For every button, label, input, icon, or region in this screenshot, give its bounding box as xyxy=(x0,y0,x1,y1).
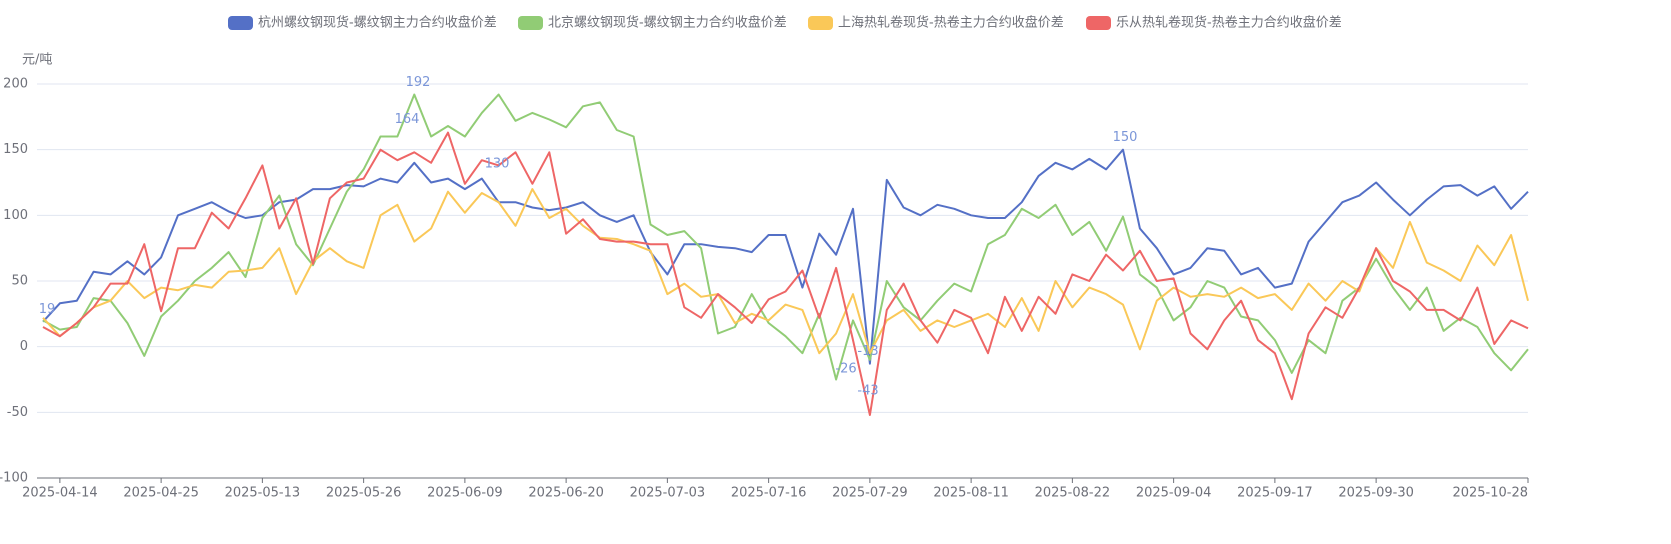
x-tick-label: 2025-09-17 xyxy=(1237,486,1313,501)
legend-label: 北京螺纹钢现货-螺纹钢主力合约收盘价差 xyxy=(548,15,787,31)
x-tick-label: 2025-07-16 xyxy=(731,486,807,501)
legend-swatch xyxy=(228,16,253,30)
x-tick-label: 2025-06-09 xyxy=(427,486,503,501)
legend-label: 杭州螺纹钢现货-螺纹钢主力合约收盘价差 xyxy=(258,15,497,31)
x-tick-label: 2025-04-14 xyxy=(22,486,98,501)
series-line xyxy=(42,131,1529,416)
x-tick-label: 2025-09-04 xyxy=(1136,486,1212,501)
y-tick-label: -100 xyxy=(0,471,28,486)
series-line xyxy=(42,93,1529,381)
annotation: 164 xyxy=(395,112,420,127)
annotation: 130 xyxy=(485,156,510,171)
annotation: -43 xyxy=(857,384,878,399)
annotation: 19 xyxy=(39,302,56,317)
legend-swatch xyxy=(518,16,543,30)
legend-swatch xyxy=(808,16,833,30)
y-tick-label: 50 xyxy=(11,274,28,289)
annotation: 192 xyxy=(406,75,431,90)
x-tick-label: 2025-08-11 xyxy=(933,486,1009,501)
annotation: -26 xyxy=(835,361,856,376)
y-tick-label: 100 xyxy=(3,208,28,223)
legend-label: 乐从热轧卷现货-热卷主力合约收盘价差 xyxy=(1116,15,1342,31)
y-tick-label: 150 xyxy=(3,142,28,157)
y-tick-label: 0 xyxy=(20,339,28,354)
annotation: 150 xyxy=(1113,130,1138,145)
legend-swatch xyxy=(1086,16,1111,30)
y-tick-label: -50 xyxy=(7,405,28,420)
x-tick-label: 2025-05-13 xyxy=(225,486,301,501)
x-tick-label: 2025-06-20 xyxy=(528,486,604,501)
legend-label: 上海热轧卷现货-热卷主力合约收盘价差 xyxy=(838,15,1064,31)
y-tick-label: 200 xyxy=(3,77,28,92)
x-tick-label: 2025-04-25 xyxy=(123,486,199,501)
y-axis-label: 元/吨 xyxy=(22,53,52,68)
annotation: -13 xyxy=(857,344,878,359)
series-line xyxy=(42,188,1529,355)
x-tick-label: 2025-07-03 xyxy=(630,486,706,501)
series-line xyxy=(42,148,1529,365)
x-tick-label: 2025-08-22 xyxy=(1035,486,1111,501)
x-tick-label: 2025-10-28 xyxy=(1452,486,1528,501)
x-tick-label: 2025-09-30 xyxy=(1338,486,1414,501)
x-tick-label: 2025-05-26 xyxy=(326,486,402,501)
x-tick-label: 2025-07-29 xyxy=(832,486,908,501)
